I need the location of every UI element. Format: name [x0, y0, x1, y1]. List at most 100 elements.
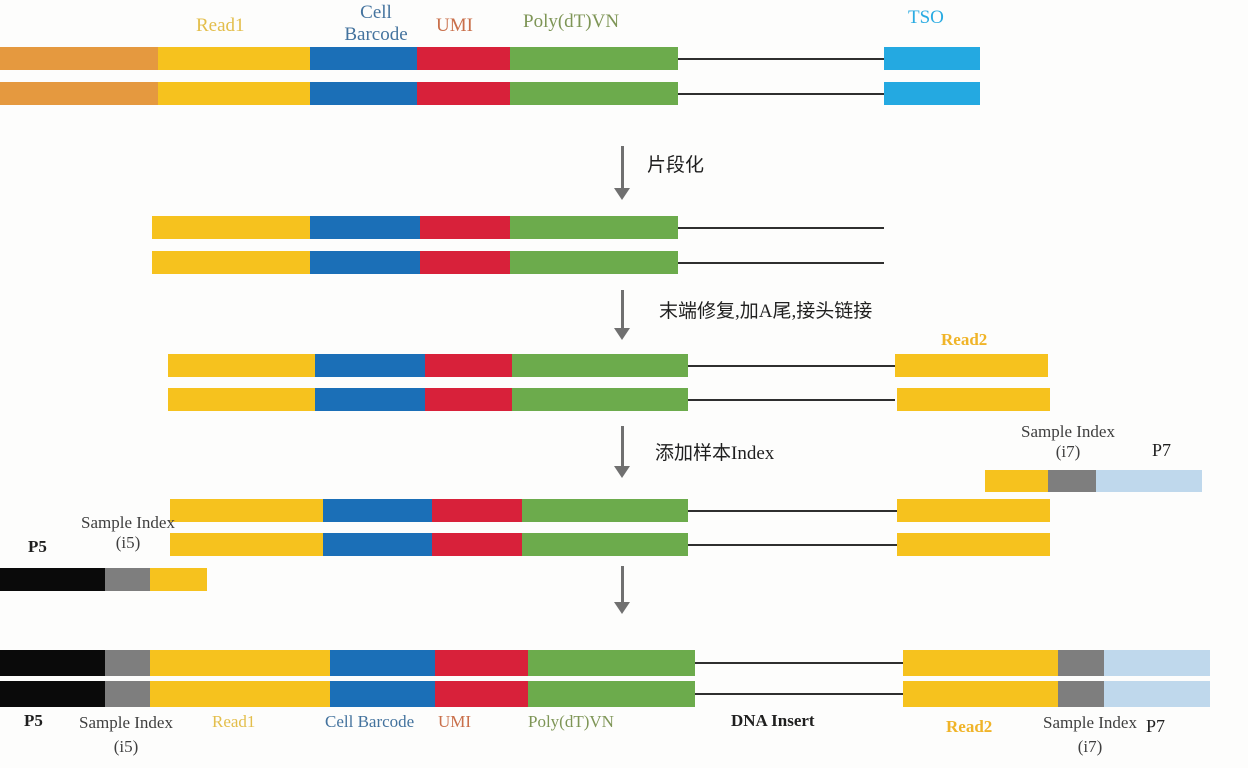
read1-label-top: Read1 — [196, 15, 245, 36]
tso-segment — [884, 47, 980, 70]
sample-index-i7-label-bottom: Sample Index (i7) — [1043, 713, 1137, 756]
indexed-strand-2 — [0, 533, 1248, 556]
read1-segment — [170, 499, 323, 522]
p7-label-mid: P7 — [1152, 440, 1172, 460]
poly-dt-vn-segment — [512, 388, 688, 411]
dna-insert-label: DNA Insert — [731, 711, 815, 730]
read2-segment — [895, 354, 1048, 377]
cell-barcode-segment — [310, 216, 420, 239]
mrna-strand-2 — [0, 82, 1248, 105]
p5-segment — [0, 650, 105, 676]
p5-segment — [0, 681, 105, 707]
cell-barcode-segment — [315, 388, 425, 411]
poly-dt-vn-label-bottom: Poly(dT)VN — [528, 712, 614, 731]
sample-index-i5-segment — [105, 650, 150, 676]
arrow-down-icon-step1 — [614, 146, 630, 200]
cell-barcode-segment — [310, 82, 417, 105]
arrow-head — [614, 466, 630, 478]
tso-segment — [884, 82, 980, 105]
poly-dt-vn-segment — [522, 499, 688, 522]
arrow-head — [614, 328, 630, 340]
arrow-down-icon-step3 — [614, 426, 630, 478]
read2-segment — [897, 533, 1050, 556]
arrow-down-icon-step2 — [614, 290, 630, 340]
read1-label-bottom: Read1 — [212, 712, 256, 731]
poly-dt-vn-segment — [522, 533, 688, 556]
insert-line — [688, 364, 895, 367]
umi-segment — [417, 47, 510, 70]
fragmented-strand-2 — [0, 251, 1248, 274]
poly-dt-vn-segment — [510, 216, 678, 239]
insert-line — [688, 543, 897, 546]
read1-segment — [152, 251, 310, 274]
read2-segment — [897, 499, 1050, 522]
sample-index-i5-segment — [105, 568, 150, 591]
umi-segment — [420, 216, 510, 239]
cell-barcode-label-bottom: Cell Barcode — [325, 712, 415, 731]
primer-segment — [0, 82, 158, 105]
poly-dt-vn-segment — [528, 681, 695, 707]
read1-segment — [158, 47, 310, 70]
cell-barcode-segment — [323, 533, 432, 556]
indexed-strand-1 — [0, 499, 1248, 522]
dna-insert-line — [695, 662, 903, 664]
read2-segment — [903, 681, 1058, 707]
p5-label-mid: P5 — [28, 537, 47, 556]
adapter-ligated-strand-2 — [0, 388, 1248, 411]
cell-barcode-label-top: Cell Barcode — [344, 2, 408, 45]
final-library-strand-2 — [0, 681, 1248, 707]
primer-segment — [0, 47, 158, 70]
p5-segment — [0, 568, 105, 591]
umi-segment — [432, 499, 522, 522]
sample-index-i5-segment — [105, 681, 150, 707]
arrow-head — [614, 602, 630, 614]
step2-label: 末端修复,加A尾,接头链接 — [659, 301, 873, 322]
cell-barcode-segment — [310, 47, 417, 70]
umi-segment — [435, 681, 528, 707]
final-library-strand-1 — [0, 650, 1248, 676]
read1-segment — [170, 533, 323, 556]
read1-segment — [150, 681, 330, 707]
umi-segment — [432, 533, 522, 556]
poly-dt-vn-segment — [512, 354, 688, 377]
cdna-line — [678, 57, 884, 60]
p7-label-bottom: P7 — [1146, 716, 1166, 736]
step1-label: 片段化 — [647, 155, 705, 176]
read1-segment — [158, 82, 310, 105]
adapter-ligated-strand-1 — [0, 354, 1248, 377]
sample-index-i7-segment — [1048, 470, 1096, 492]
p7-segment — [1104, 650, 1210, 676]
umi-segment — [417, 82, 510, 105]
sample-index-i7-segment — [1058, 681, 1104, 707]
read1-segment — [152, 216, 310, 239]
cell-barcode-segment — [330, 650, 435, 676]
cell-barcode-segment — [315, 354, 425, 377]
insert-line — [688, 398, 895, 401]
umi-segment — [425, 354, 512, 377]
poly-dt-vn-segment — [528, 650, 695, 676]
step3-label: 添加样本Index — [655, 443, 775, 464]
umi-label-bottom: UMI — [438, 712, 472, 731]
fragmented-strand-1 — [0, 216, 1248, 239]
i5-index-adapter — [0, 568, 1248, 591]
cdna-line — [678, 261, 884, 264]
sample-index-i7-label-mid: Sample Index (i7) — [1021, 422, 1115, 461]
arrow-shaft — [620, 290, 624, 328]
read2-part-segment — [985, 470, 1048, 492]
arrow-head — [614, 188, 630, 200]
read1-segment — [168, 388, 315, 411]
cdna-line — [678, 226, 884, 229]
read2-segment — [897, 388, 1050, 411]
sample-index-i7-segment — [1058, 650, 1104, 676]
read2-label-mid: Read2 — [941, 330, 988, 349]
sample-index-i5-label-bottom: Sample Index (i5) — [79, 713, 173, 756]
read2-label-bottom: Read2 — [946, 717, 993, 736]
arrow-shaft — [620, 566, 624, 602]
arrow-shaft — [620, 426, 624, 466]
read2-segment — [903, 650, 1058, 676]
cell-barcode-segment — [310, 251, 420, 274]
umi-segment — [435, 650, 528, 676]
insert-line — [688, 509, 897, 512]
sample-index-i5-label-mid: Sample Index (i5) — [81, 513, 175, 552]
